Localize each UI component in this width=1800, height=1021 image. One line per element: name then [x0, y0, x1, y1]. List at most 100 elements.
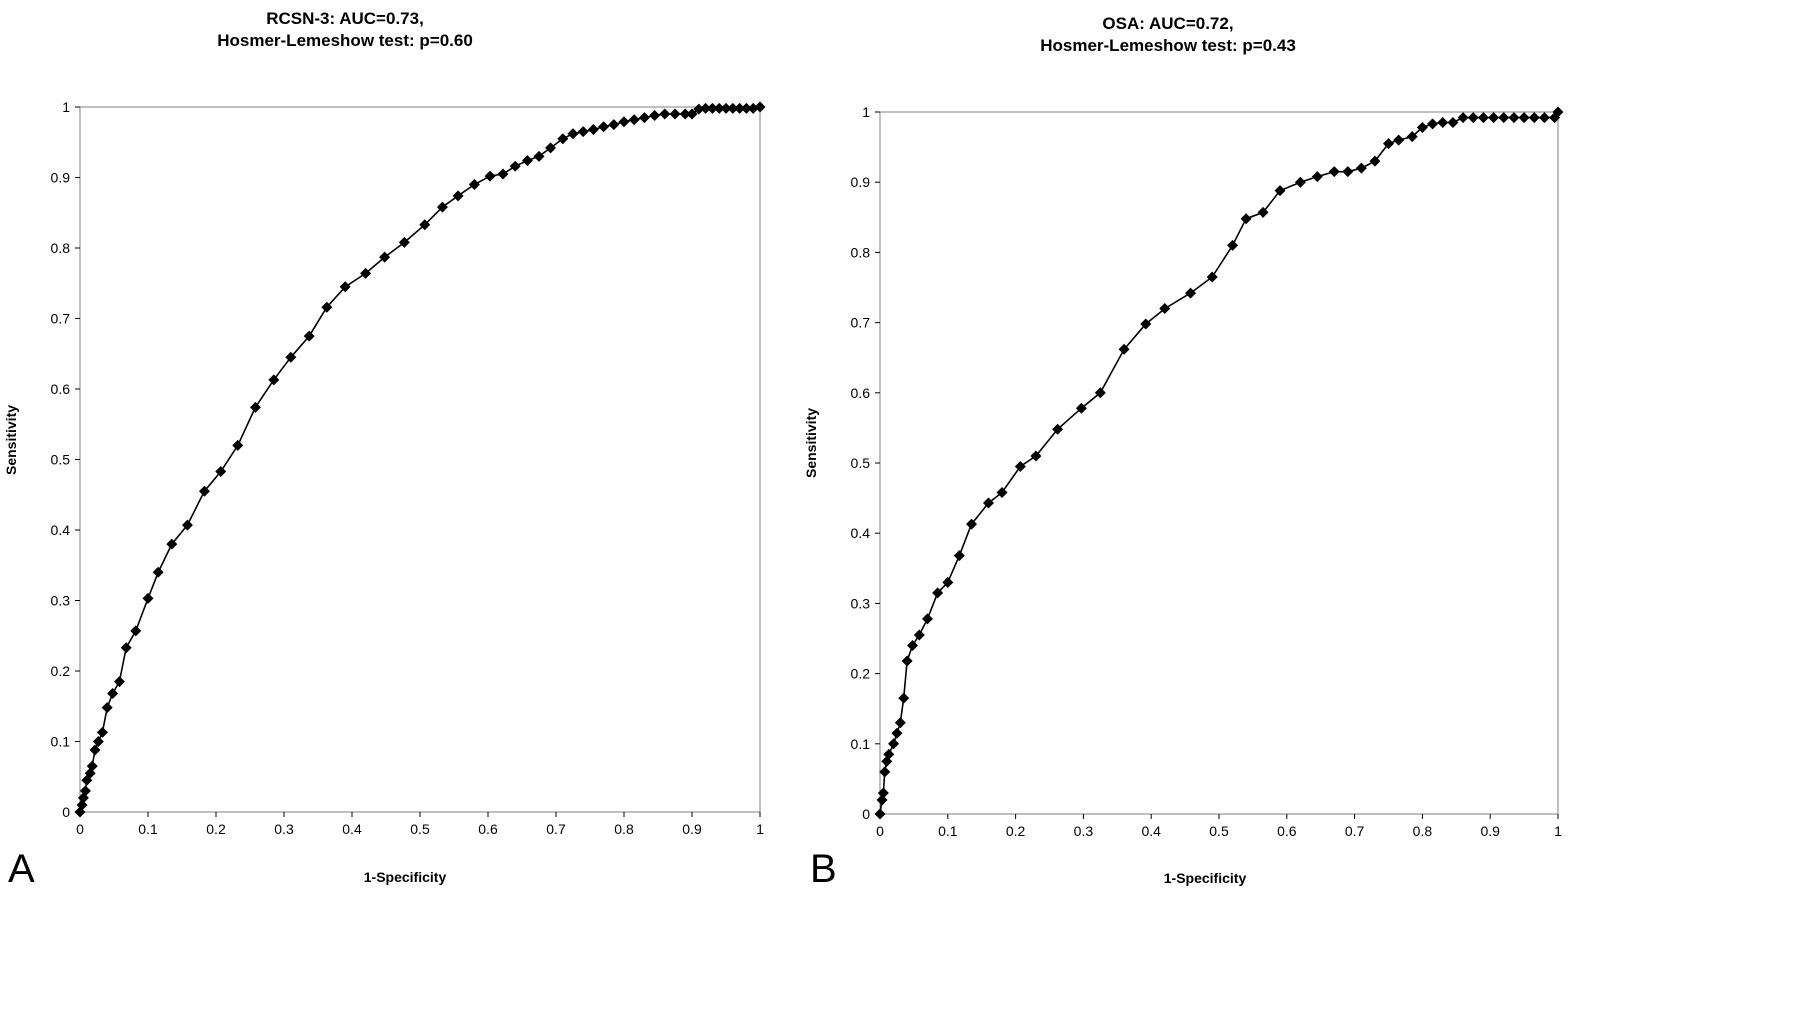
x-tick-label: 0.4: [1141, 823, 1161, 839]
data-point-marker: [107, 688, 119, 700]
y-tick-label: 0.1: [851, 736, 871, 752]
data-point-marker: [996, 486, 1008, 498]
roc-curve-series: [74, 101, 766, 818]
data-point-marker: [1240, 213, 1252, 225]
data-point-marker: [79, 785, 91, 797]
panel-label: A: [8, 847, 35, 891]
data-point-marker: [679, 108, 691, 120]
data-point-marker: [1552, 106, 1564, 118]
x-tick-label: 0.1: [138, 821, 158, 837]
data-point-marker: [888, 738, 900, 750]
y-tick-label: 0.9: [851, 174, 871, 190]
y-axis-title: Sensitivity: [3, 405, 19, 475]
chart-title-line-2: Hosmer-Lemeshow test: p=0.43: [1040, 36, 1296, 55]
data-point-marker: [720, 102, 732, 114]
data-point-marker: [360, 267, 372, 279]
x-tick-label: 0.9: [682, 821, 702, 837]
x-tick-label: 0: [876, 823, 884, 839]
panel-a: RCSN-3: AUC=0.73, Hosmer-Lemeshow test: …: [3, 9, 766, 891]
data-point-marker: [1518, 112, 1530, 124]
data-point-marker: [533, 150, 545, 162]
data-point-marker: [1274, 185, 1286, 197]
data-point-marker: [898, 692, 910, 704]
data-point-marker: [734, 102, 746, 114]
data-point-marker: [891, 727, 903, 739]
data-point-marker: [754, 101, 766, 113]
data-point-marker: [419, 219, 431, 231]
data-point-marker: [953, 550, 965, 562]
data-point-marker: [1477, 112, 1489, 124]
data-point-marker: [618, 116, 630, 128]
y-tick-label: 0.5: [851, 455, 871, 471]
x-tick-label: 0.6: [478, 821, 498, 837]
data-point-marker: [727, 102, 739, 114]
data-point-marker: [86, 760, 98, 772]
y-axis-ticks: 0 0.1 0.2 0.3 0.4 0.5 0.6 0.7 0.8 0.9 1: [851, 104, 880, 822]
data-point-marker: [740, 102, 752, 114]
data-point-marker: [628, 114, 640, 126]
data-point-marker: [921, 613, 933, 625]
data-point-marker: [1118, 343, 1130, 355]
data-point-marker: [693, 103, 705, 115]
y-tick-label: 0.4: [851, 525, 871, 541]
data-point-marker: [982, 497, 994, 509]
data-point-marker: [669, 108, 681, 120]
x-tick-label: 0.9: [1480, 823, 1500, 839]
data-point-marker: [166, 538, 178, 550]
data-point-marker: [521, 155, 533, 167]
x-tick-label: 0.5: [410, 821, 430, 837]
data-point-marker: [686, 108, 698, 120]
data-point-marker: [706, 102, 718, 114]
plot-area-frame: [79, 106, 761, 813]
chart-title-line-1: OSA: AUC=0.72,: [1102, 14, 1233, 33]
data-point-marker: [966, 518, 978, 530]
y-tick-label: 0.9: [51, 170, 71, 186]
y-tick-label: 0.7: [851, 315, 871, 331]
y-tick-label: 0.3: [851, 595, 871, 611]
data-point-marker: [877, 787, 889, 799]
data-point-marker: [1311, 171, 1323, 183]
x-tick-label: 1: [1554, 823, 1562, 839]
x-tick-label: 0: [76, 821, 84, 837]
data-point-marker: [1206, 271, 1218, 283]
y-axis-ticks: 0 0.1 0.2 0.3 0.4 0.5 0.6 0.7 0.8 0.9 1: [51, 99, 80, 820]
data-point-marker: [497, 168, 509, 180]
data-point-marker: [598, 121, 610, 133]
data-point-marker: [452, 190, 464, 202]
y-tick-label: 0.7: [51, 311, 71, 327]
data-point-marker: [545, 142, 557, 154]
y-tick-label: 0.2: [851, 666, 871, 682]
data-point-marker: [120, 642, 132, 654]
data-point-marker: [1369, 155, 1381, 167]
y-tick-label: 0.6: [51, 381, 71, 397]
data-point-marker: [89, 744, 101, 756]
x-axis-ticks: 0 0.1 0.2 0.3 0.4 0.5 0.6 0.7 0.8 0.9 1: [876, 814, 1562, 839]
data-point-marker: [1257, 206, 1269, 218]
plot-area-frame: [879, 111, 1559, 815]
data-point-marker: [1427, 118, 1439, 130]
data-point-marker: [1508, 112, 1520, 124]
data-point-marker: [181, 519, 193, 531]
roc-curve-line: [79, 106, 761, 813]
x-tick-label: 0.8: [1413, 823, 1433, 839]
data-point-marker: [232, 439, 244, 451]
x-axis-ticks: 0 0.1 0.2 0.3 0.4 0.5 0.6 0.7 0.8 0.9 1: [76, 812, 764, 837]
data-point-marker: [1406, 131, 1418, 143]
y-tick-label: 0: [862, 806, 870, 822]
data-point-marker: [436, 201, 448, 213]
y-tick-label: 0.6: [851, 385, 871, 401]
data-point-marker: [638, 112, 650, 124]
x-tick-label: 0.5: [1209, 823, 1229, 839]
data-point-marker: [303, 330, 315, 342]
y-tick-label: 1: [862, 104, 870, 120]
chart-title-line-1: RCSN-3: AUC=0.73,: [266, 9, 424, 28]
data-point-marker: [101, 702, 113, 714]
x-tick-label: 0.7: [546, 821, 566, 837]
x-tick-label: 0.6: [1277, 823, 1297, 839]
data-point-marker: [142, 592, 154, 604]
data-point-marker: [113, 676, 125, 688]
data-point-marker: [1467, 112, 1479, 124]
data-point-marker: [876, 794, 888, 806]
y-tick-label: 1: [62, 99, 70, 115]
